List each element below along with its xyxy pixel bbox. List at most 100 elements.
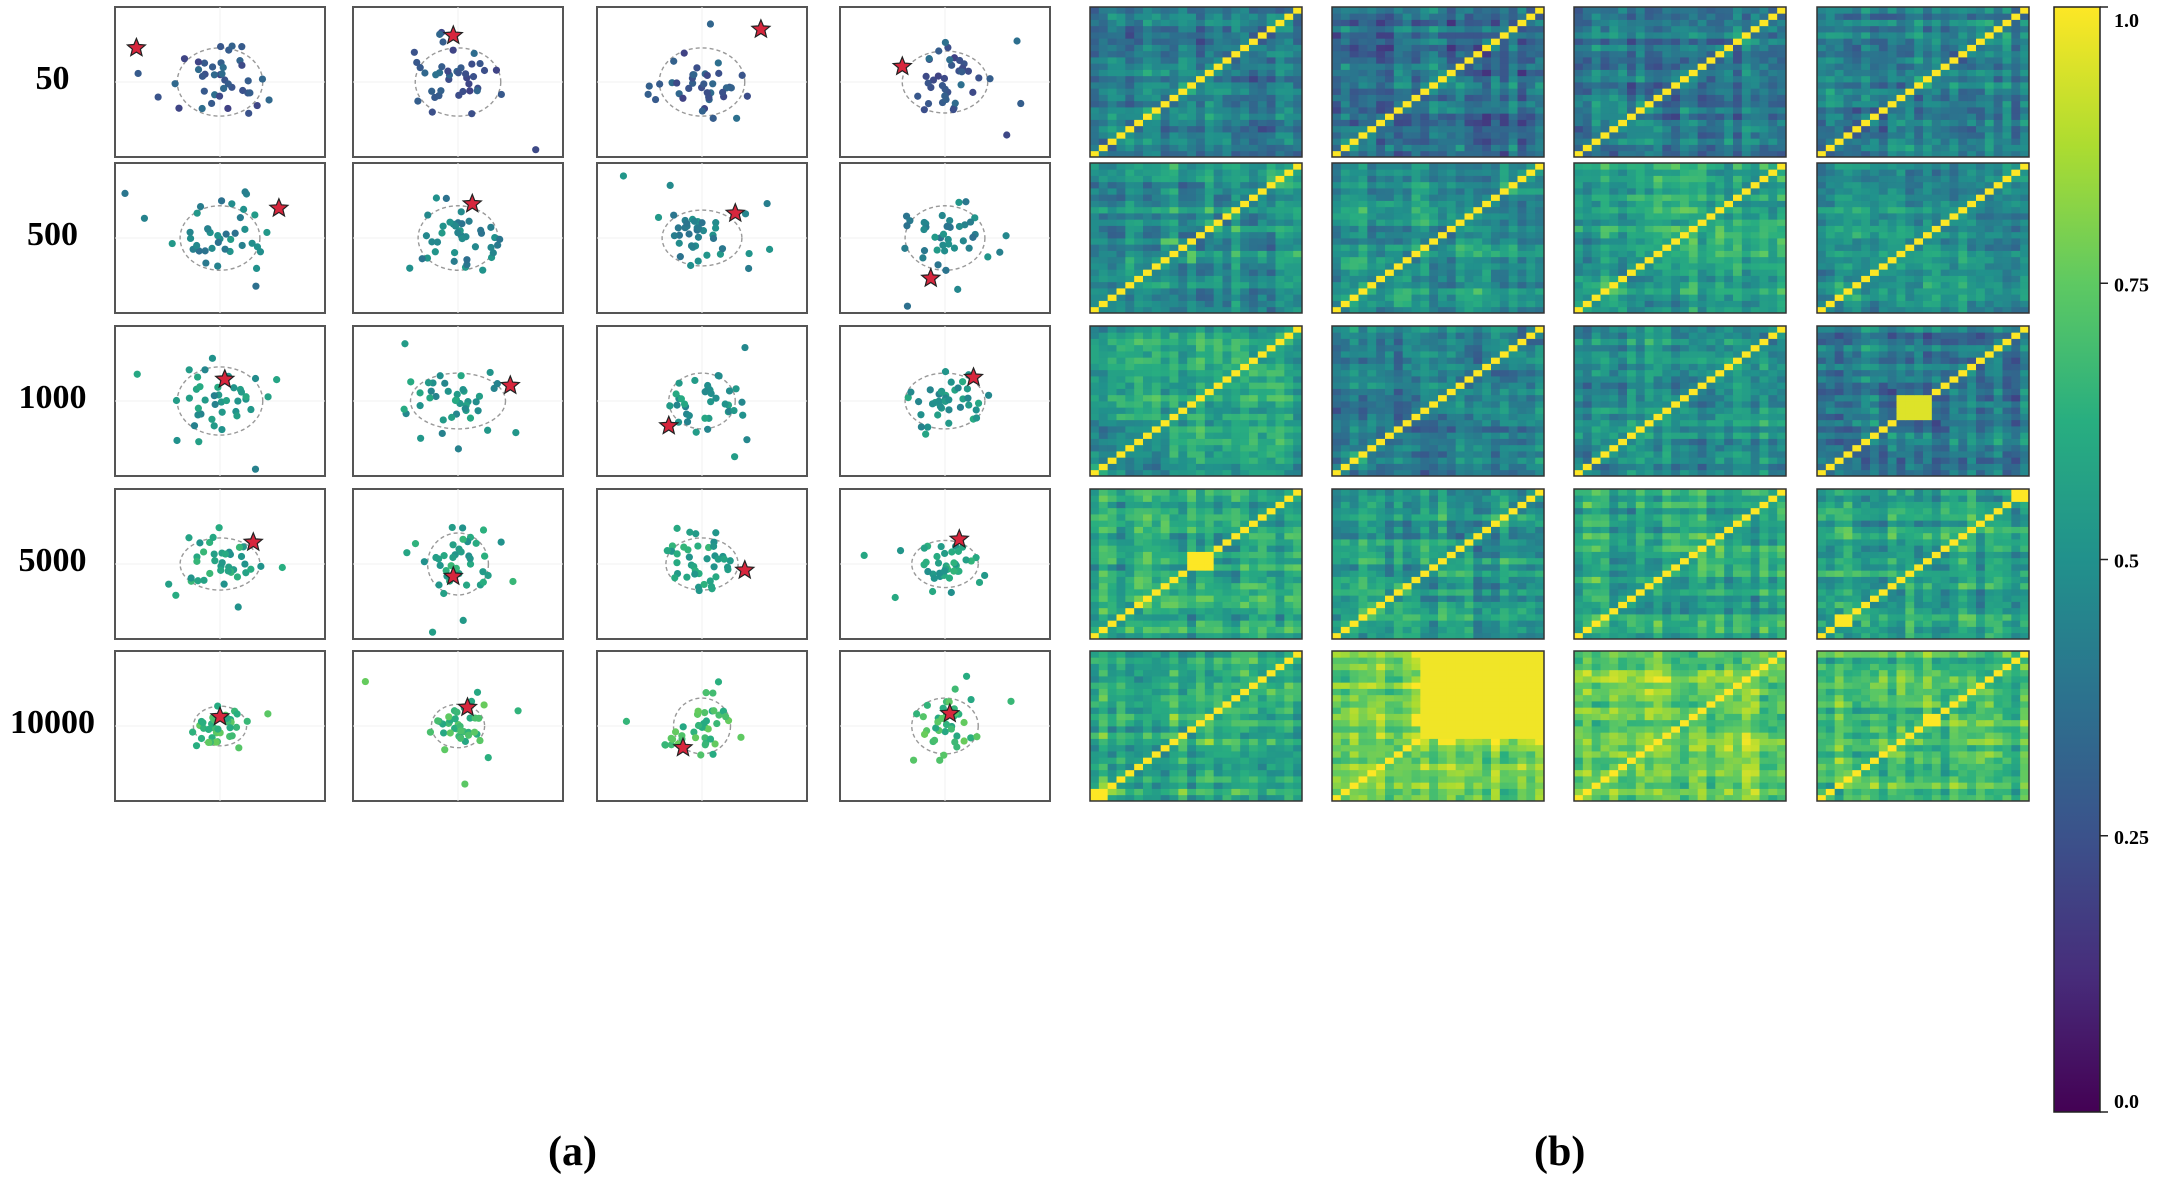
heatmap-cell xyxy=(1473,281,1483,289)
heatmap-cell xyxy=(1688,200,1699,208)
heatmap-cell xyxy=(1887,306,1897,314)
heatmap-cell xyxy=(1231,219,1241,226)
heatmap-cell xyxy=(1420,94,1430,102)
heatmap-cell xyxy=(1976,88,1986,95)
heatmap-cell xyxy=(1151,94,1162,102)
heatmap-cell xyxy=(1609,163,1619,170)
heatmap-cell xyxy=(1878,25,1889,33)
heatmap-cell xyxy=(1706,19,1716,27)
heatmap-cell xyxy=(1733,75,1743,83)
scatter-subplot-r4-c1 xyxy=(352,650,564,802)
heatmap-cell xyxy=(1741,94,1752,102)
heatmap-cell xyxy=(1526,163,1536,170)
heatmap-cell xyxy=(1385,44,1395,52)
heatmap-cell xyxy=(1420,63,1430,70)
scatter-point xyxy=(456,734,465,742)
heatmap-cell xyxy=(1134,213,1144,220)
heatmap-cell xyxy=(1600,175,1610,183)
heatmap-cell xyxy=(1257,132,1268,139)
heatmap-cell xyxy=(1340,244,1351,251)
heatmap-cell xyxy=(1178,44,1188,52)
heatmap-cell xyxy=(1750,38,1760,45)
heatmap-cell xyxy=(1222,69,1232,77)
heatmap-cell xyxy=(1680,38,1690,45)
heatmap-cell xyxy=(1257,100,1268,108)
heatmap-cell xyxy=(1125,32,1135,39)
heatmap-cell xyxy=(1482,150,1492,158)
scatter-point xyxy=(175,104,183,112)
heatmap-cell xyxy=(1499,206,1510,214)
heatmap-cell xyxy=(1187,132,1197,139)
heatmap-cell xyxy=(1178,144,1188,152)
heatmap-cell xyxy=(1293,288,1303,295)
scatter-point xyxy=(242,569,250,577)
heatmap-cell xyxy=(1967,306,1977,314)
heatmap-cell xyxy=(1098,100,1109,108)
scatter-point xyxy=(439,416,447,424)
heatmap-cell xyxy=(1896,57,1906,64)
heatmap-cell xyxy=(1332,88,1342,95)
heatmap-cell xyxy=(1349,113,1359,120)
heatmap-cell xyxy=(1535,288,1545,295)
heatmap-cell xyxy=(1332,113,1342,120)
scatter-point xyxy=(957,81,965,89)
heatmap-cell xyxy=(1438,175,1448,183)
heatmap-cell xyxy=(1143,7,1153,14)
scatter-point xyxy=(475,392,484,400)
heatmap-cell xyxy=(1340,213,1351,220)
heatmap-cell xyxy=(1134,82,1144,89)
heatmap-cell xyxy=(1958,82,1968,89)
heatmap-cell xyxy=(1240,88,1250,95)
heatmap-cell xyxy=(1706,200,1716,208)
heatmap-cell xyxy=(1715,206,1725,214)
heatmap-cell xyxy=(1609,244,1619,251)
heatmap-cell xyxy=(1949,306,1959,314)
scatter-point xyxy=(278,563,286,572)
heatmap-cell xyxy=(1896,63,1906,70)
heatmap-cell xyxy=(1582,88,1593,95)
heatmap-cell xyxy=(1429,88,1439,95)
heatmap-cell xyxy=(1627,225,1637,233)
scatter-point xyxy=(436,30,444,38)
heatmap-cell xyxy=(1125,194,1135,201)
heatmap-cell xyxy=(1653,69,1663,77)
heatmap-cell xyxy=(1349,132,1359,139)
heatmap-cell xyxy=(1491,138,1501,145)
heatmap-cell xyxy=(1143,75,1153,83)
heatmap-cell xyxy=(1609,269,1619,276)
heatmap-cell xyxy=(1178,25,1188,33)
heatmap-cell xyxy=(1332,82,1342,89)
heatmap-cell xyxy=(1535,19,1545,27)
scatter-point xyxy=(920,106,928,114)
heatmap-cell xyxy=(1213,238,1223,245)
heatmap-cell xyxy=(1160,194,1170,201)
heatmap-cell xyxy=(1733,163,1743,170)
heatmap-cell xyxy=(1358,250,1368,258)
heatmap-cell xyxy=(1116,25,1126,33)
scatter-point xyxy=(237,552,246,561)
heatmap-cell xyxy=(1697,225,1707,233)
scatter-point xyxy=(434,717,442,725)
heatmap-cell xyxy=(1151,250,1162,258)
heatmap-cell xyxy=(1169,163,1179,170)
heatmap-cell xyxy=(1134,57,1144,64)
heatmap-cell xyxy=(1852,57,1862,64)
scatter-point xyxy=(231,229,239,237)
heatmap-cell xyxy=(1107,32,1117,39)
heatmap-cell xyxy=(1143,132,1153,139)
heatmap-cell xyxy=(1697,294,1707,301)
heatmap-cell xyxy=(1473,100,1483,108)
heatmap-cell xyxy=(1741,200,1752,208)
scatter-point xyxy=(194,373,202,381)
heatmap-cell xyxy=(1697,306,1707,314)
heatmap-cell xyxy=(1715,57,1725,64)
heatmap-cell xyxy=(1627,294,1637,301)
heatmap-cell xyxy=(1376,13,1386,20)
heatmap-cell xyxy=(1958,107,1968,114)
heatmap-cell xyxy=(1178,13,1188,20)
heatmap-cell xyxy=(1671,113,1681,120)
heatmap-cell xyxy=(1349,169,1359,176)
heatmap-cell xyxy=(1196,306,1206,314)
heatmap-cell xyxy=(1275,219,1285,226)
heatmap-cell xyxy=(1257,88,1268,95)
